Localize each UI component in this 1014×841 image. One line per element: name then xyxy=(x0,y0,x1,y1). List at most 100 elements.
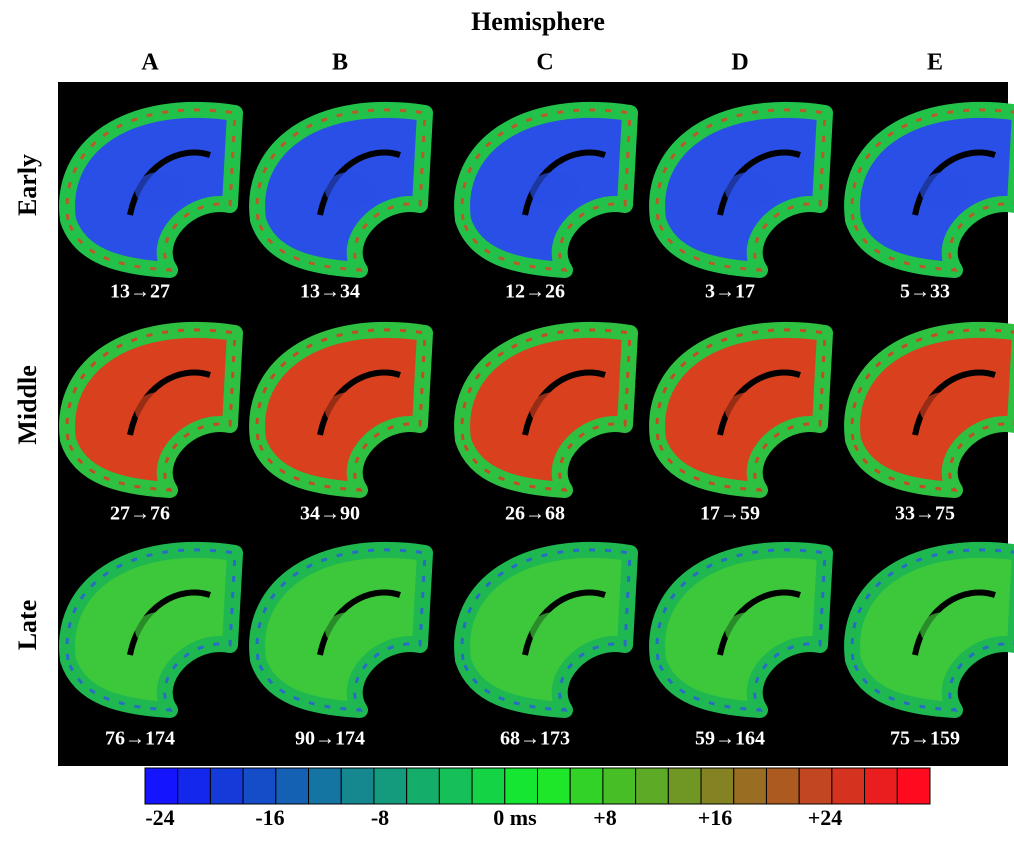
brain-cortex xyxy=(460,548,632,712)
brain-images xyxy=(59,101,1014,718)
brain-core xyxy=(530,612,580,648)
colorbar-cell xyxy=(308,767,342,805)
brain-cortex xyxy=(460,108,632,272)
colorbar-tick-label: +8 xyxy=(593,805,617,830)
brain-core xyxy=(325,612,375,648)
brain-cortex xyxy=(255,328,427,492)
brain-core xyxy=(920,392,970,428)
column-label: D xyxy=(731,50,748,76)
brain-cortex xyxy=(460,328,632,492)
brain-cortex xyxy=(255,108,427,272)
interval-label: 76→174 xyxy=(105,728,175,750)
colorbar-cell xyxy=(242,767,277,805)
brain-core xyxy=(920,172,970,208)
colorbar-cell xyxy=(896,767,931,805)
brain-cortex xyxy=(65,548,237,712)
ventricle xyxy=(317,369,401,436)
colorbar-cell xyxy=(602,767,637,805)
colorbar-tick-label: -16 xyxy=(255,805,284,830)
ventricle xyxy=(717,589,801,656)
interval-label: 17→59 xyxy=(700,503,760,525)
colorbar-cell xyxy=(537,767,571,805)
interval-label: 5→33 xyxy=(900,281,950,303)
colorbar-cell xyxy=(504,767,538,805)
ventricle xyxy=(522,589,606,656)
colorbar-cell xyxy=(635,767,669,805)
colorbar-cell xyxy=(733,767,767,805)
colorbar-tick-label: +24 xyxy=(808,805,843,830)
column-label: B xyxy=(332,50,348,76)
interval-label: 3→17 xyxy=(705,281,755,303)
brain-cortex xyxy=(255,548,427,712)
interval-label: 12→26 xyxy=(505,281,565,303)
brain-cortex xyxy=(655,548,827,712)
brain-core xyxy=(135,172,185,208)
colorbar-cell xyxy=(864,767,898,805)
colorbar-cell xyxy=(373,767,408,805)
colorbar-tick-label: +16 xyxy=(698,805,733,830)
ventricle xyxy=(912,589,996,656)
figure-title: Hemisphere xyxy=(471,7,605,36)
colorbar-cell xyxy=(144,767,179,805)
brain-cortex xyxy=(850,548,1014,712)
brain-cortex xyxy=(65,328,237,492)
colorbar-cell xyxy=(700,767,735,805)
brain-cortex xyxy=(65,108,237,272)
brain-core xyxy=(135,612,185,648)
brain-core xyxy=(325,172,375,208)
ventricle xyxy=(717,369,801,436)
ventricle xyxy=(522,149,606,216)
interval-label: 90→174 xyxy=(295,728,365,750)
brain-core xyxy=(920,612,970,648)
ventricle xyxy=(127,149,211,216)
colorbar-cell xyxy=(209,767,244,805)
column-label: E xyxy=(927,50,943,76)
row-label: Late xyxy=(13,600,42,651)
row-label: Middle xyxy=(13,365,42,444)
ventricle xyxy=(717,149,801,216)
ventricle xyxy=(127,589,211,656)
colorbar-cell xyxy=(667,767,702,805)
interval-label: 33→75 xyxy=(895,503,955,525)
colorbar-cell xyxy=(406,767,440,805)
colorbar-cell xyxy=(798,767,833,805)
brain-core xyxy=(325,392,375,428)
brain-core xyxy=(530,172,580,208)
brain-cortex xyxy=(655,328,827,492)
colorbar-cell xyxy=(275,767,310,805)
colorbar-cell xyxy=(340,767,375,805)
brain-cortex xyxy=(655,108,827,272)
row-label: Early xyxy=(13,154,42,216)
interval-label: 27→76 xyxy=(110,503,170,525)
brain-core xyxy=(725,612,775,648)
interval-label: 75→159 xyxy=(890,728,960,750)
ventricle xyxy=(912,149,996,216)
ventricle xyxy=(127,369,211,436)
column-label: C xyxy=(536,50,553,76)
ventricle xyxy=(522,369,606,436)
colorbar-cell xyxy=(177,767,211,805)
colorbar-cell xyxy=(765,767,800,805)
interval-label: 68→173 xyxy=(500,728,570,750)
colorbar-tick-label: -24 xyxy=(145,805,174,830)
interval-label: 13→27 xyxy=(110,281,170,303)
colorbar-cell xyxy=(569,767,604,805)
interval-label: 13→34 xyxy=(300,281,360,303)
colorbar: -24 -16 -8 0 ms +8 +16 +24 xyxy=(144,767,931,830)
interval-label: 59→164 xyxy=(695,728,765,750)
colorbar-cell xyxy=(471,767,506,805)
colorbar-cell xyxy=(831,767,866,805)
interval-label: 26→68 xyxy=(505,503,565,525)
colorbar-tick-label: 0 ms xyxy=(493,805,537,830)
ventricle xyxy=(317,589,401,656)
ventricle xyxy=(317,149,401,216)
ventricle xyxy=(912,369,996,436)
brain-cortex xyxy=(850,108,1014,272)
brain-cortex xyxy=(850,328,1014,492)
colorbar-tick-label: -8 xyxy=(371,805,389,830)
brain-core xyxy=(725,172,775,208)
brain-core xyxy=(725,392,775,428)
colorbar-cell xyxy=(438,767,473,805)
brain-core xyxy=(530,392,580,428)
